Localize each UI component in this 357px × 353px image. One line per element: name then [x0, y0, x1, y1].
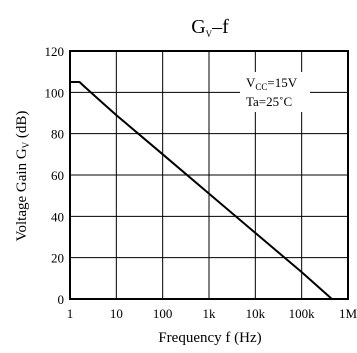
- x-tick-label: 10k: [246, 306, 266, 321]
- gain-curve: [70, 81, 333, 300]
- y-tick-label: 20: [51, 251, 64, 266]
- annotation-vcc: VCC=15V: [246, 75, 298, 92]
- y-tick-label: 120: [45, 44, 65, 59]
- x-tick-label: 1k: [203, 306, 217, 321]
- plot-frame: [69, 50, 349, 300]
- y-tick-label: 80: [51, 127, 64, 142]
- annotation-ta: Ta=25˚C: [246, 94, 292, 109]
- x-tick-label: 100k: [289, 306, 316, 321]
- y-axis-label: Voltage Gain GV (dB): [14, 111, 31, 242]
- x-tick-label: 1: [67, 306, 74, 321]
- x-tick-label: 100: [153, 306, 173, 321]
- annotation-box: VCC=15V Ta=25˚C: [240, 72, 310, 112]
- grid-lines: [70, 51, 348, 299]
- y-tick-label: 0: [58, 292, 65, 307]
- x-tick-label: 1M: [339, 306, 357, 321]
- x-axis-label: Frequency f (Hz): [158, 330, 261, 346]
- x-tick-label: 10: [110, 306, 123, 321]
- y-tick-label: 40: [51, 209, 64, 224]
- annotation-background: [240, 72, 310, 112]
- chart-title: GV–f: [191, 16, 229, 39]
- data-series: [70, 81, 333, 300]
- y-tick-label: 100: [45, 85, 65, 100]
- y-tick-label: 60: [51, 168, 64, 183]
